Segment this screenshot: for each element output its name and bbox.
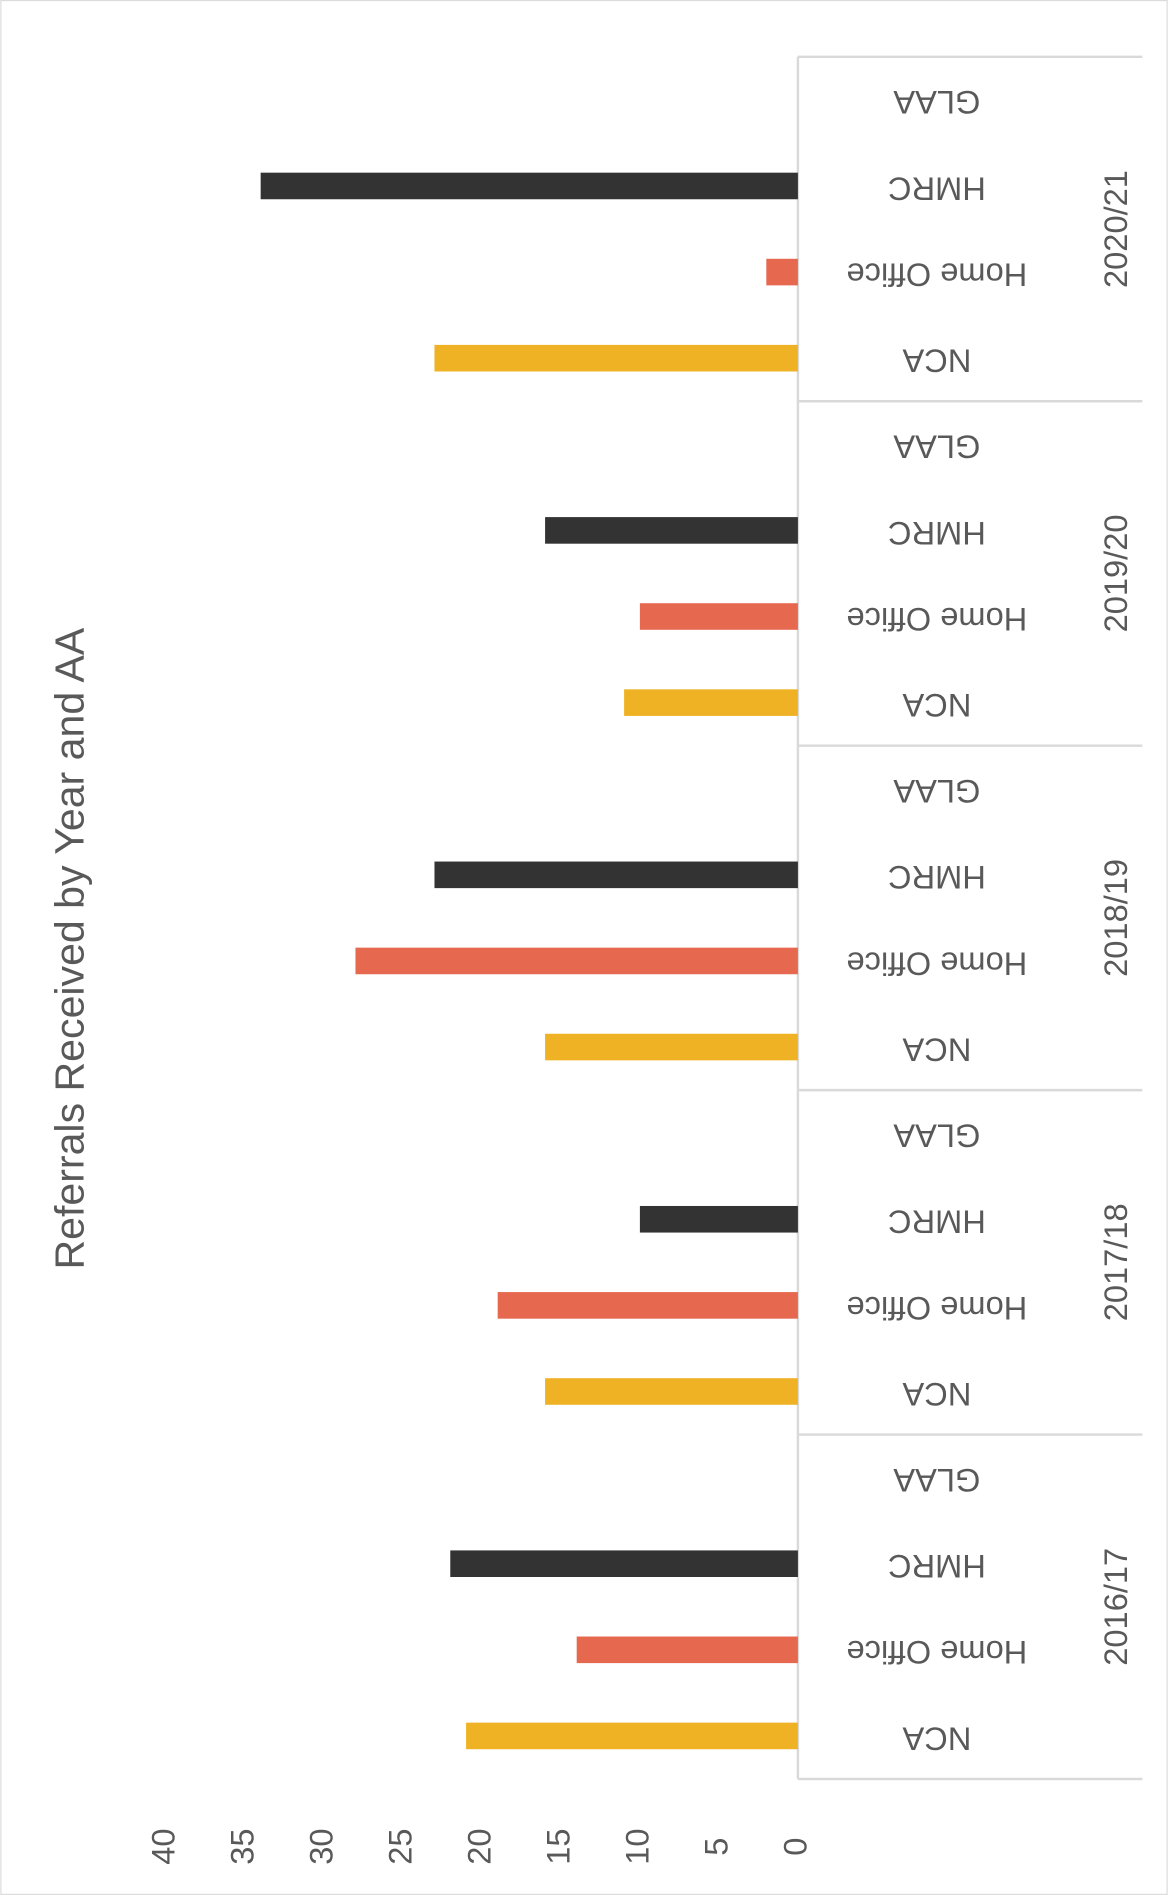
y-tick-label: 20 bbox=[461, 1829, 498, 1865]
category-label: HMRC bbox=[888, 1548, 986, 1585]
category-label: Home Office bbox=[847, 945, 1028, 982]
bar bbox=[355, 947, 798, 975]
year-label: 2019/20 bbox=[1097, 514, 1134, 632]
year-label: 2020/21 bbox=[1097, 170, 1134, 288]
category-label: NCA bbox=[902, 343, 971, 380]
y-tick-label: 30 bbox=[302, 1829, 339, 1865]
category-label: GLAA bbox=[893, 773, 980, 810]
category-label: Home Office bbox=[847, 1290, 1028, 1327]
bar bbox=[545, 517, 798, 544]
category-label: NCA bbox=[902, 687, 971, 724]
category-label: Home Office bbox=[847, 256, 1028, 293]
y-tick-label: 5 bbox=[698, 1838, 735, 1856]
bar bbox=[434, 344, 798, 372]
category-label: HMRC bbox=[888, 1204, 986, 1241]
chart-title: Referrals Received by Year and AA bbox=[47, 627, 93, 1269]
category-label: Home Office bbox=[847, 601, 1028, 638]
category-label: HMRC bbox=[888, 515, 986, 552]
year-label: 2017/18 bbox=[1097, 1203, 1134, 1321]
y-tick-label: 40 bbox=[144, 1829, 181, 1865]
category-label: NCA bbox=[902, 1720, 971, 1757]
bar bbox=[545, 1033, 798, 1061]
bar bbox=[766, 258, 798, 286]
category-label: NCA bbox=[902, 1031, 971, 1068]
y-tick-label: 25 bbox=[381, 1829, 418, 1865]
category-label: HMRC bbox=[888, 170, 986, 207]
category-label: GLAA bbox=[893, 1118, 980, 1155]
category-label: NCA bbox=[902, 1376, 971, 1413]
year-label: 2016/17 bbox=[1097, 1548, 1134, 1666]
y-tick-label: 0 bbox=[777, 1838, 814, 1856]
bar bbox=[639, 603, 798, 630]
category-label: GLAA bbox=[893, 429, 980, 466]
bar bbox=[466, 1722, 798, 1750]
y-tick-label: 35 bbox=[223, 1829, 260, 1865]
category-label: GLAA bbox=[893, 1462, 980, 1499]
bar bbox=[545, 1378, 798, 1405]
y-tick-label: 15 bbox=[540, 1829, 577, 1865]
bar bbox=[624, 689, 798, 716]
bar bbox=[497, 1292, 798, 1319]
bar bbox=[434, 861, 798, 889]
bar bbox=[260, 172, 798, 200]
y-tick-label: 10 bbox=[619, 1829, 656, 1865]
bar bbox=[576, 1636, 798, 1664]
year-label: 2018/19 bbox=[1097, 859, 1134, 977]
category-label: Home Office bbox=[847, 1634, 1028, 1671]
bar bbox=[639, 1205, 798, 1233]
bar bbox=[450, 1550, 798, 1578]
category-label: GLAA bbox=[893, 84, 980, 121]
category-label: HMRC bbox=[888, 859, 986, 896]
